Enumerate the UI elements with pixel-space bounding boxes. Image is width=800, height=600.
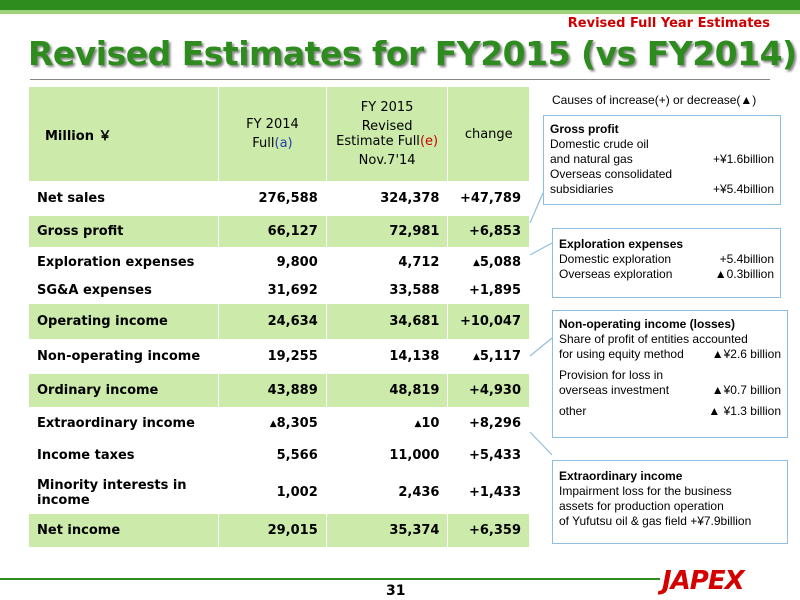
fy2014-header-line2: Full	[252, 136, 275, 151]
cell-fy2014: 276,588	[218, 181, 327, 216]
table-row: Exploration expenses 9,800 4,712 ▲5,088	[27, 247, 530, 278]
table-row: SG&A expenses 31,692 33,588 +1,895	[27, 277, 530, 304]
cell-fy2014: 31,692	[218, 277, 327, 304]
callout-nonop-title: Non-operating income (losses)	[559, 317, 736, 331]
table-row: Ordinary income 43,889 48,819 +4,930	[27, 373, 530, 408]
footer-line	[0, 578, 660, 580]
cell-fy2015: 11,000	[325, 439, 449, 472]
cell-fy2015: ▲10	[325, 407, 449, 440]
callout-line-exploration	[529, 242, 553, 256]
title-divider	[30, 79, 770, 80]
cell-fy2015: 33,588	[325, 277, 449, 304]
cell-change: +1,895	[447, 277, 530, 304]
cell-label: SG&A expenses	[27, 277, 220, 304]
cell-label: Gross profit	[27, 215, 220, 248]
decrease-triangle-icon: ▲	[414, 419, 422, 429]
fy2014-header-line1: FY 2014	[246, 117, 299, 132]
page-number: 31	[386, 583, 406, 599]
fy2015-header-line1: FY 2015	[360, 100, 414, 115]
table-header-row: Million ￥ FY 2014 Full(a) FY 2015 Revise…	[27, 86, 530, 182]
cell-fy2015: 14,138	[325, 339, 449, 374]
cell-fy2014: 66,127	[218, 215, 327, 248]
table-row: Operating income 24,634 34,681 +10,047	[27, 303, 530, 340]
page-title: Revised Estimates for FY2015 (vs FY2014)	[28, 34, 797, 73]
callout-gross-profit-title: Gross profit	[550, 122, 619, 136]
table-row: Minority interests in income 1,002 2,436 +1…	[27, 471, 530, 514]
change-header: change	[447, 86, 530, 182]
cell-label: Extraordinary income	[27, 407, 220, 440]
causes-heading: Causes of increase(+) or decrease(▲)	[552, 93, 757, 107]
callout-extraordinary: Extraordinary income Impairment loss for…	[552, 460, 788, 544]
cell-label: Net sales	[27, 181, 220, 216]
top-bar-accent	[0, 10, 800, 14]
fy2014-tag: (a)	[274, 136, 293, 151]
cell-change: +4,930	[447, 373, 530, 408]
unit-header: Million ￥	[27, 86, 220, 182]
callout-gross-profit: Gross profit Domestic crude oil and natu…	[543, 115, 781, 205]
decrease-triangle-icon: ▲	[472, 352, 480, 362]
cell-label: Net income	[27, 513, 220, 548]
table-row: Non-operating income 19,255 14,138 ▲5,117	[27, 339, 530, 374]
fy2015-header-line2: Revised	[361, 119, 413, 134]
callout-exploration-title: Exploration expenses	[559, 237, 684, 251]
cell-fy2014: 5,566	[218, 439, 327, 472]
callout-line-nonop	[529, 337, 553, 357]
fy2015-header: FY 2015 Revised Estimate Full(e) Nov.7'1…	[325, 86, 449, 182]
table-body: Net sales 276,588 324,378 +47,789 Gross prof…	[27, 181, 530, 548]
table-row: Net income 29,015 35,374 +6,359	[27, 513, 530, 548]
fy2015-tag: (e)	[419, 134, 439, 149]
cell-change: ▲5,117	[447, 339, 530, 374]
decrease-triangle-icon: ▲	[269, 419, 277, 429]
cell-change: +47,789	[447, 181, 530, 216]
cell-fy2015: 35,374	[325, 513, 449, 548]
cell-fy2015: 72,981	[325, 215, 449, 248]
company-logo: JAPEX	[662, 566, 745, 596]
callout-nonop: Non-operating income (losses) Share of p…	[552, 310, 788, 438]
cell-change: +10,047	[447, 303, 530, 340]
table-row: Gross profit 66,127 72,981 +6,853	[27, 215, 530, 248]
fy2014-header: FY 2014 Full(a)	[218, 86, 327, 182]
cell-fy2014: 1,002	[218, 471, 327, 514]
cell-label: Ordinary income	[27, 373, 220, 408]
cell-fy2014: 29,015	[218, 513, 327, 548]
cell-fy2015: 48,819	[325, 373, 449, 408]
cell-change: +6,359	[447, 513, 530, 548]
table-row: Net sales 276,588 324,378 +47,789	[27, 181, 530, 216]
callout-exploration: Exploration expenses Domestic exploratio…	[552, 228, 781, 298]
top-bar	[0, 0, 800, 10]
fy2015-header-line4: Nov.7'14	[358, 153, 416, 168]
callout-line-gross-profit	[529, 192, 544, 224]
cell-fy2014: 24,634	[218, 303, 327, 340]
cell-fy2015: 34,681	[325, 303, 449, 340]
cell-fy2015: 324,378	[325, 181, 449, 216]
cell-label: Operating income	[27, 303, 220, 340]
cell-change: +5,433	[447, 439, 530, 472]
callout-line-extraordinary	[529, 431, 553, 456]
callout-extraordinary-title: Extraordinary income	[559, 469, 683, 483]
cell-change: +8,296	[447, 407, 530, 440]
cell-fy2015: 4,712	[325, 247, 449, 278]
cell-label: Minority interests in income	[27, 471, 220, 514]
cell-fy2014: 43,889	[218, 373, 327, 408]
cell-fy2014: 9,800	[218, 247, 327, 278]
fy2015-header-line3: Estimate Full	[336, 134, 420, 149]
section-subtitle: Revised Full Year Estimates	[567, 16, 770, 31]
decrease-triangle-icon: ▲	[472, 258, 480, 268]
cell-change: ▲5,088	[447, 247, 530, 278]
financial-table: Million ￥ FY 2014 Full(a) FY 2015 Revise…	[27, 86, 530, 548]
